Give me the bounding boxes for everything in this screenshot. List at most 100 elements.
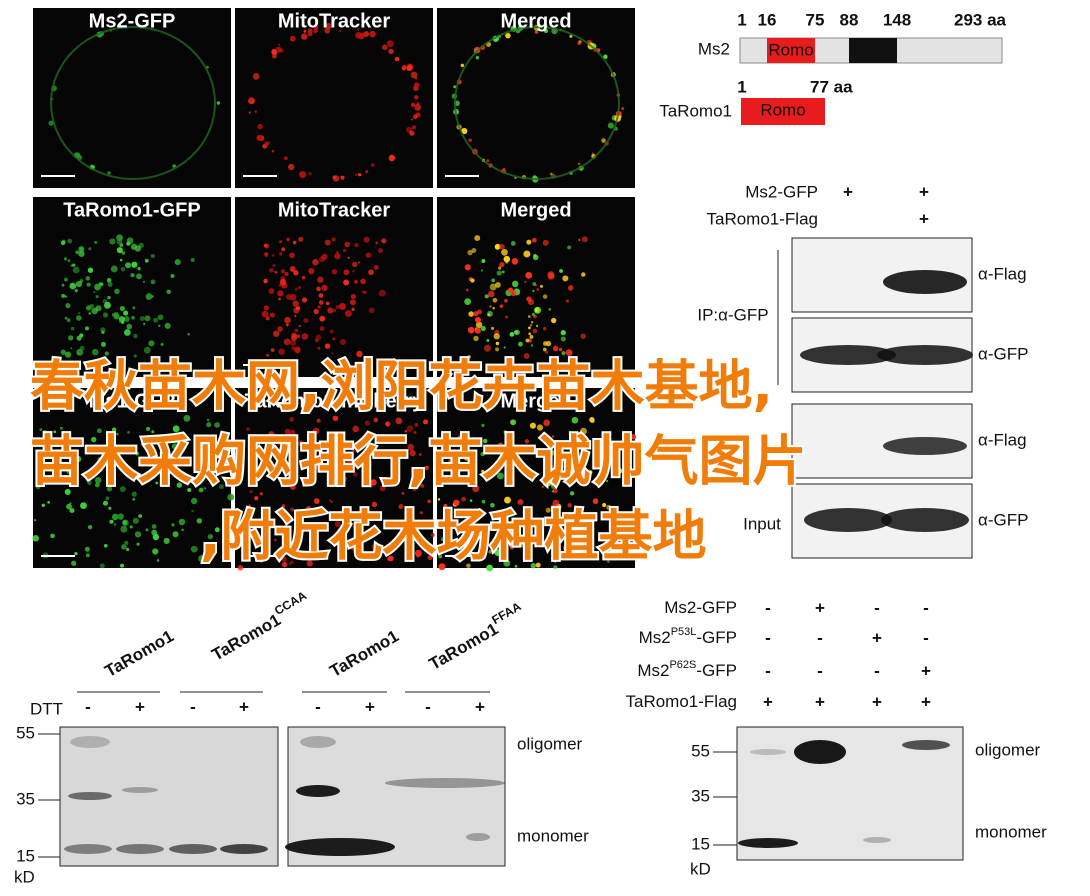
signal-dot <box>388 154 396 162</box>
signal-dot <box>501 248 508 256</box>
signal-dot <box>565 299 569 303</box>
signal-dot <box>602 503 607 508</box>
signal-dot <box>312 258 319 266</box>
signal-dot <box>99 563 105 569</box>
signal-dot <box>94 476 102 484</box>
signal-dot <box>179 473 183 477</box>
ip-label: IP:α-GFP <box>697 305 768 324</box>
watermark: 春秋苗木网,浏阳花卉苗木基地, <box>30 355 773 418</box>
band <box>70 736 110 748</box>
signal-dot <box>461 434 468 440</box>
signal-dot <box>160 342 164 346</box>
signal-dot <box>351 261 358 268</box>
signal-dot <box>289 339 297 346</box>
signal-dot <box>580 447 584 451</box>
signal-dot <box>271 149 275 153</box>
signal-dot <box>169 465 176 472</box>
signal-dot <box>284 428 291 435</box>
signal-dot <box>360 516 366 523</box>
signal-dot <box>257 123 263 130</box>
signal-dot <box>542 326 547 331</box>
lane-symbol: + <box>239 697 249 716</box>
signal-dot <box>419 511 423 515</box>
signal-dot <box>64 277 68 282</box>
signal-dot <box>325 23 332 30</box>
signal-dot <box>59 426 63 430</box>
signal-dot <box>340 433 345 438</box>
lane-symbol: + <box>843 182 853 201</box>
signal-dot <box>438 554 443 559</box>
signal-dot <box>78 250 85 258</box>
signal-dot <box>347 525 350 529</box>
row-sup: P53L <box>671 626 697 638</box>
signal-dot <box>560 329 566 336</box>
signal-dot <box>289 416 295 422</box>
signal-dot <box>290 560 294 565</box>
signal-dot <box>438 563 446 571</box>
signal-dot <box>124 540 129 545</box>
signal-dot <box>119 258 123 262</box>
signal-dot <box>117 513 124 520</box>
signal-dot <box>144 258 149 263</box>
signal-dot <box>281 556 287 562</box>
signal-dot <box>430 518 435 523</box>
signal-dot <box>557 479 561 482</box>
signal-dot <box>505 315 509 319</box>
signal-dot <box>488 549 493 554</box>
signal-dot <box>105 496 110 501</box>
signal-dot <box>277 290 284 297</box>
residue-label: 293 aa <box>954 10 1007 29</box>
signal-dot <box>282 553 285 556</box>
signal-dot <box>301 297 308 303</box>
signal-dot <box>80 502 87 510</box>
signal-dot <box>293 270 299 276</box>
signal-dot <box>319 256 326 263</box>
signal-dot <box>210 453 217 460</box>
signal-dot <box>530 321 534 324</box>
signal-dot <box>107 295 111 300</box>
signal-dot <box>504 298 508 303</box>
signal-dot <box>443 546 448 551</box>
signal-dot <box>281 247 286 252</box>
signal-dot <box>263 305 269 311</box>
signal-dot <box>190 257 195 263</box>
signal-dot <box>332 337 336 341</box>
lane-symbol: + <box>921 692 931 711</box>
panel-title: MitoTracker <box>278 10 390 32</box>
signal-dot <box>525 338 530 343</box>
marker-label: 35 <box>691 786 710 805</box>
signal-dot <box>280 508 286 514</box>
signal-dot <box>461 127 468 135</box>
signal-dot <box>232 462 238 468</box>
signal-dot <box>414 104 422 111</box>
signal-dot <box>279 278 287 286</box>
row-text: Ms2-GFP <box>664 598 737 617</box>
signal-dot <box>317 305 321 309</box>
domain-label: Romo <box>760 100 805 119</box>
signal-dot <box>332 308 337 313</box>
signal-dot <box>303 318 309 324</box>
signal-dot <box>517 499 524 505</box>
signal-dot <box>339 338 346 346</box>
signal-dot <box>206 418 210 422</box>
watermark: ,附近花木场种植基地 <box>200 505 707 568</box>
signal-dot <box>412 486 417 491</box>
signal-dot <box>294 346 301 354</box>
signal-dot <box>510 241 516 246</box>
signal-dot <box>532 328 538 334</box>
signal-dot <box>164 322 171 329</box>
signal-dot <box>616 532 623 539</box>
signal-dot <box>68 335 74 341</box>
signal-dot <box>264 141 269 147</box>
signal-dot <box>503 255 511 263</box>
signal-dot <box>349 299 356 306</box>
signal-dot <box>133 354 137 358</box>
signal-dot <box>339 29 342 33</box>
signal-dot <box>323 521 327 525</box>
signal-dot <box>377 248 384 254</box>
signal-dot <box>466 563 471 568</box>
signal-dot <box>158 442 166 450</box>
signal-dot <box>494 549 502 557</box>
signal-dot <box>135 451 140 456</box>
signal-dot <box>475 316 481 323</box>
